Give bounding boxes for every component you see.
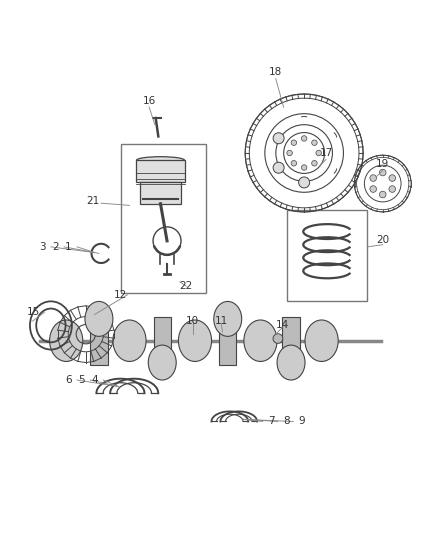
Text: 7: 7 <box>268 416 275 426</box>
Circle shape <box>316 150 321 156</box>
Circle shape <box>370 175 377 181</box>
Text: 18: 18 <box>269 67 283 77</box>
Circle shape <box>370 185 377 192</box>
Circle shape <box>301 165 307 170</box>
Text: 22: 22 <box>180 281 193 291</box>
Ellipse shape <box>305 320 338 361</box>
Bar <box>90 317 108 365</box>
Text: 21: 21 <box>86 196 99 206</box>
Text: 9: 9 <box>299 416 305 426</box>
Text: 12: 12 <box>114 290 127 300</box>
Ellipse shape <box>113 320 146 361</box>
Ellipse shape <box>277 345 305 380</box>
Circle shape <box>291 140 297 146</box>
Circle shape <box>287 150 292 156</box>
Text: 16: 16 <box>142 95 156 106</box>
Text: 15: 15 <box>27 308 40 317</box>
Bar <box>153 317 171 365</box>
Ellipse shape <box>214 302 242 336</box>
Ellipse shape <box>85 302 113 336</box>
Text: 8: 8 <box>283 416 290 426</box>
Ellipse shape <box>178 320 212 361</box>
Text: 20: 20 <box>376 235 389 245</box>
Bar <box>121 144 206 293</box>
Circle shape <box>312 140 317 146</box>
Circle shape <box>291 160 297 166</box>
Text: 19: 19 <box>376 159 389 169</box>
Circle shape <box>389 175 396 181</box>
Circle shape <box>389 185 396 192</box>
Circle shape <box>301 136 307 141</box>
Bar <box>137 160 184 182</box>
Circle shape <box>273 162 284 173</box>
Bar <box>219 317 237 365</box>
Text: 10: 10 <box>186 316 199 326</box>
Text: 6: 6 <box>65 375 72 385</box>
Circle shape <box>299 177 310 188</box>
Ellipse shape <box>273 334 283 343</box>
Ellipse shape <box>137 157 184 164</box>
Circle shape <box>312 160 317 166</box>
Bar <box>287 210 367 302</box>
Text: 1: 1 <box>65 242 72 252</box>
Circle shape <box>273 133 284 144</box>
Text: 14: 14 <box>276 320 289 330</box>
Circle shape <box>379 169 386 176</box>
Text: 3: 3 <box>39 242 46 252</box>
Bar <box>283 317 300 365</box>
Bar <box>140 182 181 204</box>
Text: 11: 11 <box>215 316 228 326</box>
Ellipse shape <box>148 345 176 380</box>
Text: 5: 5 <box>78 375 85 385</box>
Ellipse shape <box>244 320 277 361</box>
Text: 2: 2 <box>52 242 59 252</box>
Circle shape <box>379 191 386 198</box>
Ellipse shape <box>49 320 83 361</box>
Text: 17: 17 <box>319 148 332 158</box>
Text: 4: 4 <box>91 375 98 385</box>
